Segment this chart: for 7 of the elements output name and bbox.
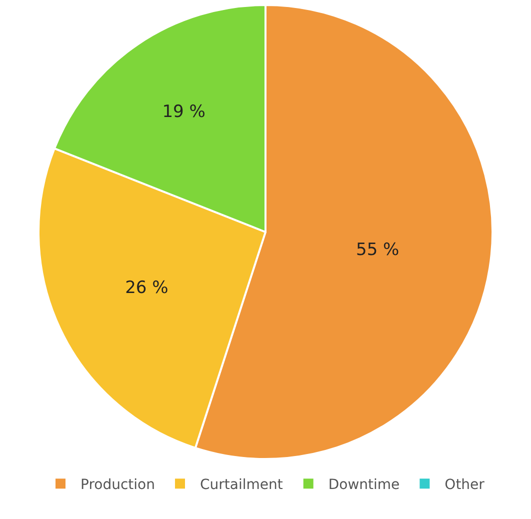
legend-label: Downtime [328,477,400,494]
legend-label: Production [80,477,155,494]
data-label: 19 % [162,102,206,122]
data-label: 26 % [125,278,168,298]
data-label: 55 % [356,240,400,260]
legend-label: Curtailment [200,477,284,494]
legend-label: Other [444,477,485,494]
